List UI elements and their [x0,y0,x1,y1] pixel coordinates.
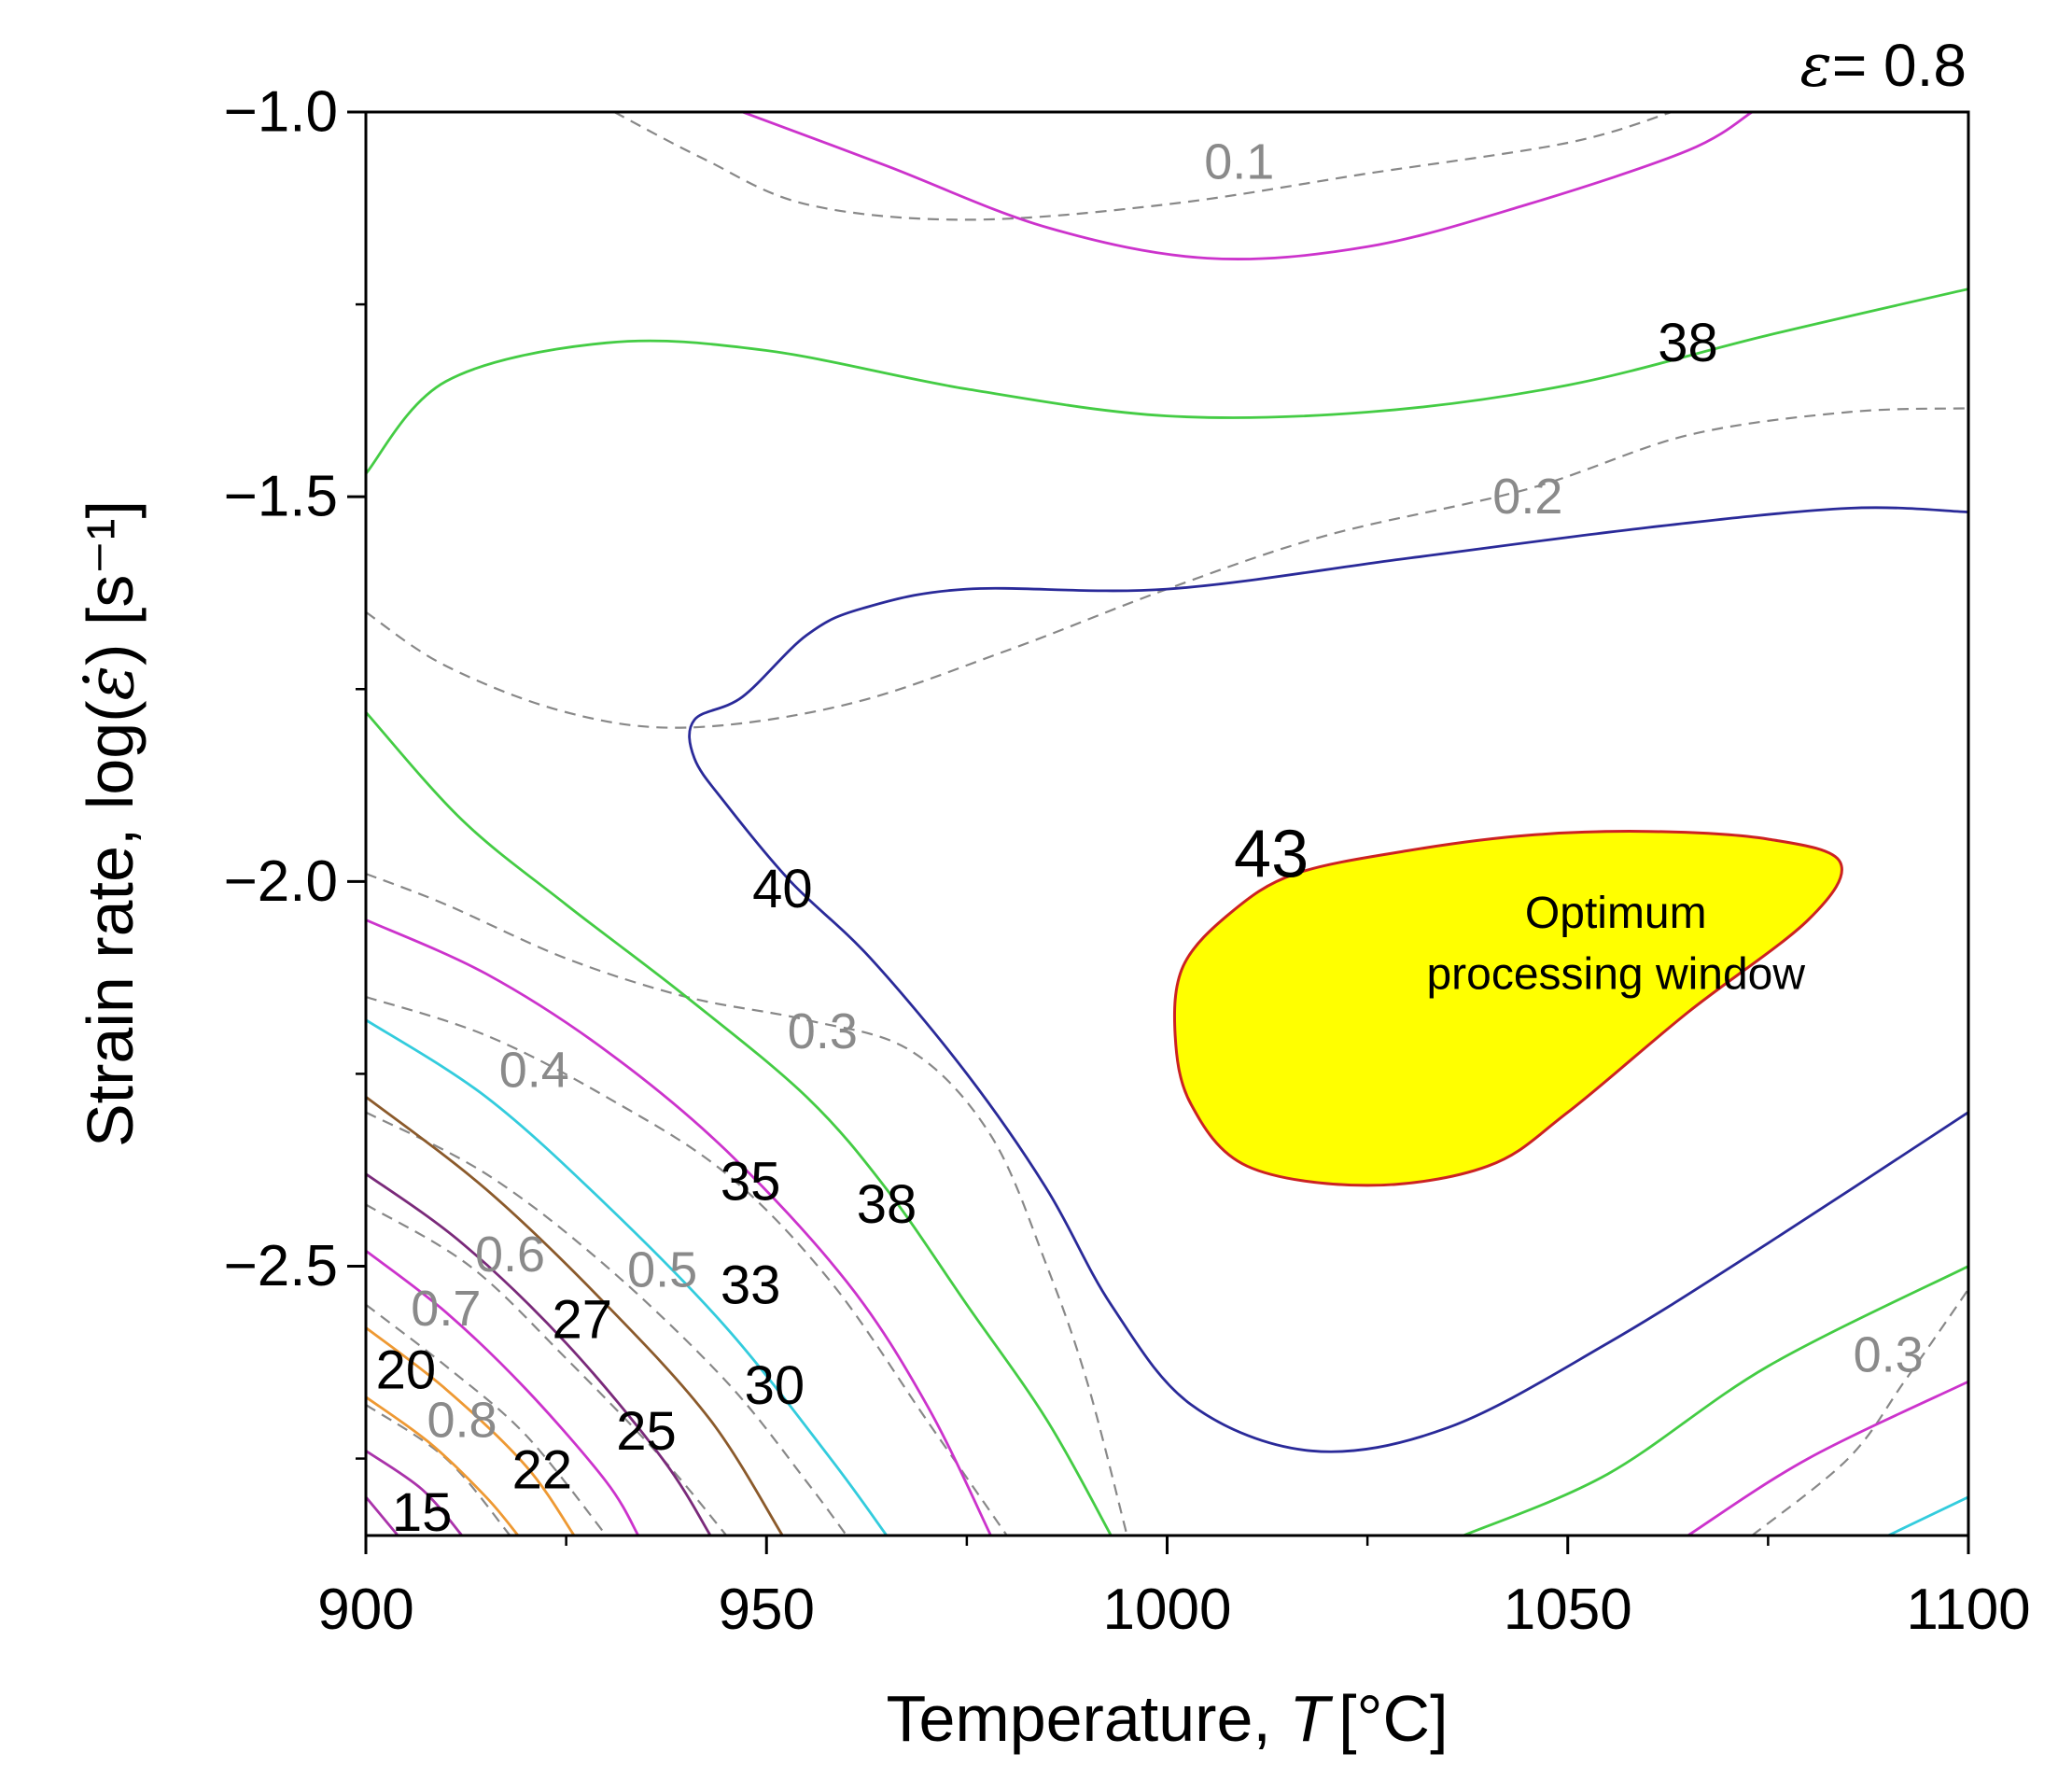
strain-annotation: ε= 0.8 [1800,32,1967,101]
contour-label: 0.1 [1204,134,1274,190]
x-tick-label: 1050 [1504,1578,1632,1642]
contour-label: 38 [1658,313,1718,373]
efficiency-contour-40 [688,506,1968,1453]
efficiency-contour-38 [366,711,1113,1536]
contour-label: 35 [721,1151,781,1212]
instability-contour-0-6 [366,1203,728,1536]
efficiency-contour-35 [1687,1380,1968,1536]
contour-label: 15 [392,1482,453,1543]
optimum-window-region [1172,830,1843,1187]
x-tick-label: 1100 [1906,1578,2030,1642]
contour-label: 0.5 [627,1242,697,1298]
instability-contour-0-7 [366,1303,608,1536]
contour-label: 40 [752,859,813,919]
y-tick-label: −1.0 [224,80,338,145]
y-axis-title: Strain rate, log(ε̇) [s⁻¹] [72,500,148,1147]
axis-ticks: 900 950 1000 1050 1100 −1.0 −1.5 −2.0 −2.5 [224,80,2031,1643]
x-tick-label: 950 [719,1578,815,1642]
efficiency-contour-25 [366,1249,640,1536]
y-tick-label: −2.0 [224,849,338,914]
instability-contour-0-1 [613,112,1673,221]
efficiency-contour-35 [366,919,992,1536]
y-tick-label: −2.5 [224,1234,338,1298]
optimum-window-text-line: Optimum [1525,889,1707,938]
contour-label: 0.8 [427,1392,497,1448]
efficiency-contour-22 [366,1326,576,1536]
instability-contour-0-2 [366,407,1968,729]
contour-label: 25 [616,1401,677,1462]
contour-label: 33 [721,1255,781,1316]
efficiency-contour-17 [366,1450,464,1536]
contour-label: 30 [745,1355,805,1416]
contour-label: 0.6 [475,1227,545,1283]
contour-label: 0.3 [788,1003,858,1059]
efficiency-contour-30 [366,1095,784,1536]
contour-label: 27 [553,1290,613,1351]
efficiency-contour-15 [366,1495,399,1536]
y-tick-label: −1.5 [224,465,338,529]
x-tick-label: 900 [317,1578,413,1642]
contour-layer [366,112,1968,1536]
efficiency-contour-27 [366,1172,712,1536]
contour-label: 38 [857,1174,917,1235]
instability-contour-0-3 [366,873,1128,1536]
efficiency-contour-33 [1887,1495,1968,1536]
optimum-window-layer: Optimum processing window [1172,830,1843,1187]
efficiency-contour-33 [366,1018,889,1536]
x-axis-title: Temperature, T [°C] [886,1682,1448,1755]
x-tick-label: 1000 [1103,1578,1232,1642]
contour-label: 0.2 [1492,469,1562,525]
contour-label: 0.7 [411,1281,481,1337]
contour-label: 43 [1234,817,1309,891]
contour-label: 22 [512,1439,573,1500]
instability-contour-0-5 [366,1111,847,1536]
contour-labels: 38 0.1 0.2 40 43 0.3 0.4 35 38 0.6 0.5 33 0.7 27 20 30 0… [376,134,1924,1543]
efficiency-contour-36 [742,112,1753,260]
efficiency-contour-38 [366,287,1968,475]
contour-label: 0.4 [499,1042,569,1098]
efficiency-contour-38 [1463,1265,1968,1536]
optimum-window-text-line: processing window [1426,950,1805,1000]
efficiency-contour-20 [366,1395,520,1536]
contour-label: 20 [376,1339,437,1400]
contour-label: 0.3 [1854,1326,1924,1382]
